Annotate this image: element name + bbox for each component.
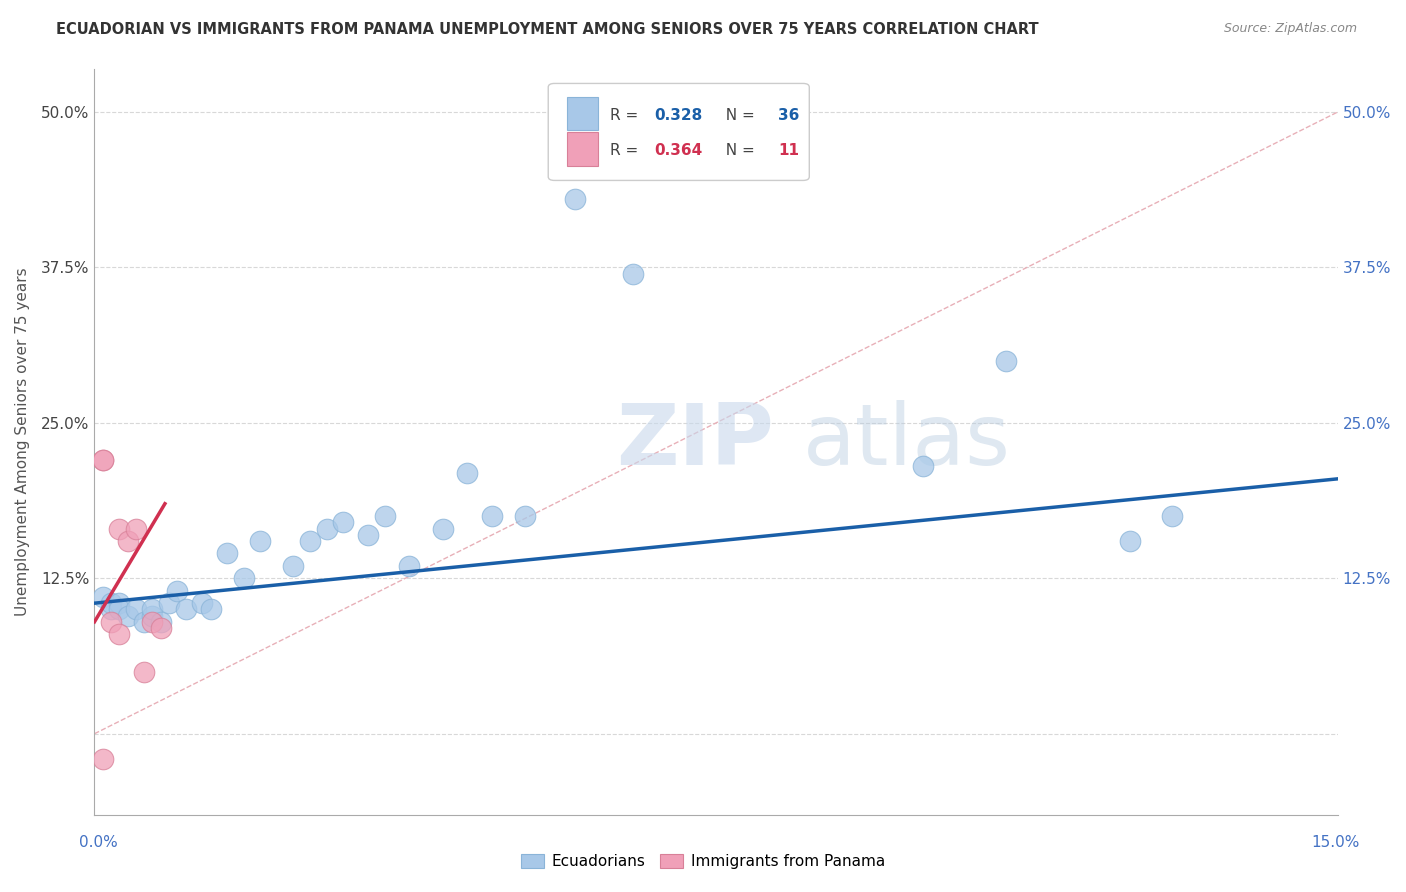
Point	[200, 602, 222, 616]
Point	[995, 353, 1018, 368]
Point	[100, 615, 122, 629]
Point	[515, 509, 537, 524]
Text: 0.364: 0.364	[654, 143, 702, 158]
Text: R =: R =	[610, 143, 644, 158]
Point	[249, 534, 271, 549]
Point	[1119, 534, 1142, 549]
Text: ZIP: ZIP	[617, 400, 775, 483]
Point	[134, 665, 156, 679]
Point	[100, 596, 122, 610]
Point	[191, 596, 214, 610]
Text: 0.0%: 0.0%	[79, 836, 118, 850]
Point	[141, 615, 163, 629]
Point	[315, 522, 337, 536]
Point	[149, 615, 172, 629]
Point	[134, 615, 156, 629]
Point	[117, 608, 139, 623]
Point	[141, 608, 163, 623]
Text: ECUADORIAN VS IMMIGRANTS FROM PANAMA UNEMPLOYMENT AMONG SENIORS OVER 75 YEARS CO: ECUADORIAN VS IMMIGRANTS FROM PANAMA UNE…	[56, 22, 1039, 37]
Y-axis label: Unemployment Among Seniors over 75 years: Unemployment Among Seniors over 75 years	[15, 268, 30, 615]
Point	[912, 459, 935, 474]
Point	[91, 453, 114, 467]
FancyBboxPatch shape	[567, 97, 598, 130]
Text: N =: N =	[716, 143, 759, 158]
Point	[125, 602, 148, 616]
Text: 36: 36	[778, 108, 800, 123]
Point	[91, 751, 114, 765]
Point	[217, 546, 239, 560]
Point	[283, 558, 305, 573]
Text: R =: R =	[610, 108, 644, 123]
Point	[621, 267, 644, 281]
Point	[157, 596, 180, 610]
Point	[125, 522, 148, 536]
Text: 0.328: 0.328	[654, 108, 702, 123]
Point	[357, 528, 380, 542]
Legend: Ecuadorians, Immigrants from Panama: Ecuadorians, Immigrants from Panama	[515, 847, 891, 875]
Point	[332, 516, 354, 530]
Point	[374, 509, 396, 524]
FancyBboxPatch shape	[548, 84, 810, 180]
Text: Source: ZipAtlas.com: Source: ZipAtlas.com	[1223, 22, 1357, 36]
Point	[91, 590, 114, 604]
Point	[91, 453, 114, 467]
Point	[432, 522, 454, 536]
Point	[1160, 509, 1182, 524]
Point	[149, 621, 172, 635]
Point	[108, 596, 131, 610]
Point	[232, 571, 254, 585]
Point	[456, 466, 478, 480]
Point	[117, 534, 139, 549]
Text: atlas: atlas	[803, 400, 1011, 483]
Point	[108, 522, 131, 536]
Point	[298, 534, 321, 549]
Point	[100, 602, 122, 616]
Point	[481, 509, 503, 524]
Point	[564, 192, 586, 206]
Point	[398, 558, 420, 573]
Text: N =: N =	[716, 108, 759, 123]
Point	[174, 602, 197, 616]
Point	[141, 602, 163, 616]
FancyBboxPatch shape	[567, 132, 598, 166]
Point	[108, 627, 131, 641]
Text: 15.0%: 15.0%	[1312, 836, 1360, 850]
Point	[108, 602, 131, 616]
Point	[166, 583, 188, 598]
Text: 11: 11	[778, 143, 799, 158]
